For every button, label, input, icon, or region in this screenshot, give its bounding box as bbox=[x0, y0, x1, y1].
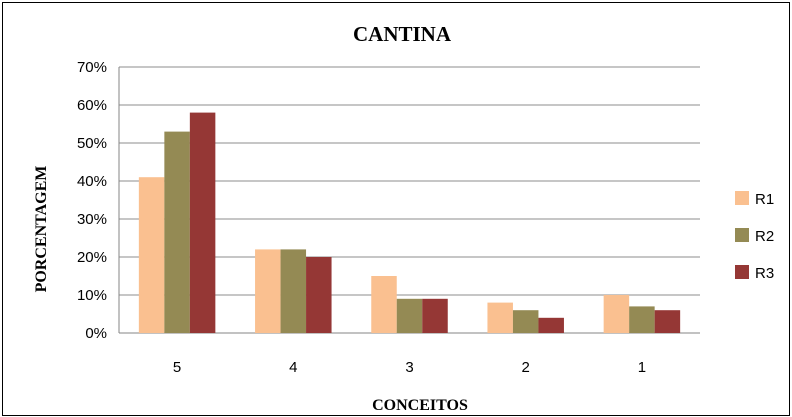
legend-label-r2: R2 bbox=[755, 228, 774, 245]
x-tick-label: 3 bbox=[405, 359, 413, 376]
bar-r1-5 bbox=[138, 177, 165, 333]
bar-r3-5 bbox=[189, 112, 216, 333]
x-tick-label: 1 bbox=[638, 359, 646, 376]
bar-r3-1 bbox=[654, 310, 681, 333]
x-axis-title: CONCEITOS bbox=[372, 397, 468, 414]
bar-r2-3 bbox=[396, 298, 423, 333]
legend-label-r3: R3 bbox=[755, 265, 774, 282]
y-tick-label: 40% bbox=[77, 173, 107, 190]
legend-swatch-r2 bbox=[735, 228, 749, 242]
y-tick-labels: 0% 10% 20% 30% 40% 50% 60% 70% bbox=[77, 59, 107, 342]
bar-r1-2 bbox=[487, 302, 513, 333]
chart-title: CANTINA bbox=[353, 22, 452, 46]
legend: R1 R2 R3 bbox=[735, 191, 774, 282]
grid-lines bbox=[118, 66, 700, 334]
y-tick-label: 30% bbox=[77, 211, 107, 228]
y-tick-label: 50% bbox=[77, 135, 107, 152]
legend-swatch-r3 bbox=[735, 265, 749, 279]
bar-r2-1 bbox=[629, 306, 655, 333]
bar-r3-4 bbox=[306, 257, 332, 333]
y-tick-label: 10% bbox=[77, 287, 107, 304]
x-tick-labels: 5 4 3 2 1 bbox=[173, 359, 646, 376]
bar-r3-2 bbox=[538, 317, 564, 333]
y-tick-label: 60% bbox=[77, 97, 107, 114]
x-tick-label: 5 bbox=[173, 359, 181, 376]
legend-swatch-r1 bbox=[735, 191, 749, 205]
bars bbox=[138, 112, 681, 333]
y-tick-label: 0% bbox=[85, 325, 107, 342]
y-tick-label: 70% bbox=[77, 59, 107, 76]
legend-label-r1: R1 bbox=[755, 191, 774, 208]
bar-r2-2 bbox=[512, 310, 539, 333]
y-axis-title: PORCENTAGEM bbox=[33, 166, 50, 293]
bar-r1-1 bbox=[603, 295, 630, 333]
bar-r3-3 bbox=[422, 298, 448, 333]
bar-r1-3 bbox=[371, 276, 397, 333]
bar-r2-4 bbox=[280, 249, 307, 333]
x-tick-label: 2 bbox=[522, 359, 530, 376]
x-tick-label: 4 bbox=[289, 359, 297, 376]
bar-r1-4 bbox=[255, 249, 281, 333]
y-tick-label: 20% bbox=[77, 249, 107, 266]
bar-r2-5 bbox=[164, 131, 190, 333]
